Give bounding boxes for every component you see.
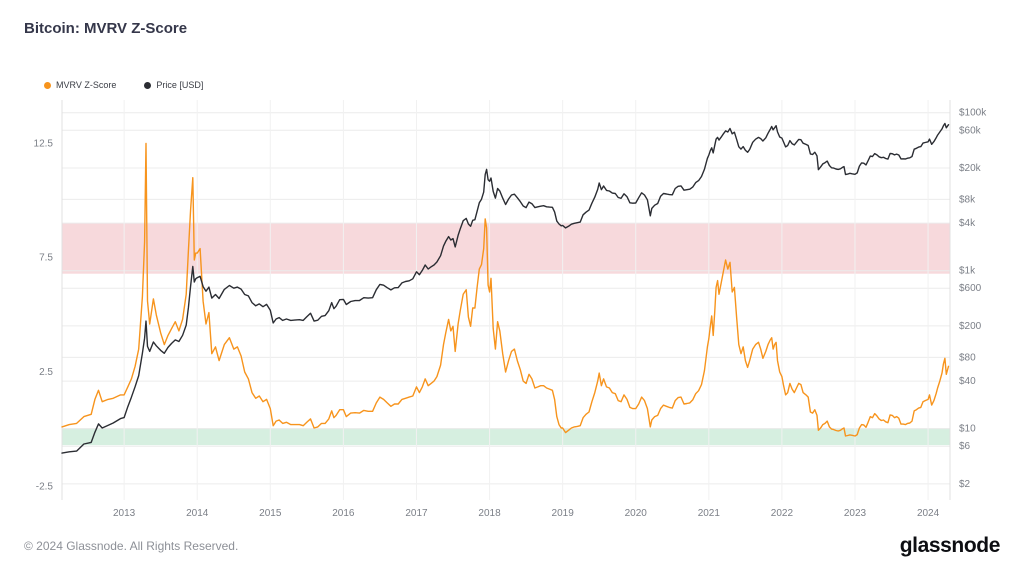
glassnode-logo[interactable]: glassnode xyxy=(899,534,1001,557)
undervaluation-band xyxy=(62,428,950,446)
left-axis-tick-label: 7.5 xyxy=(39,253,53,264)
legend-label-price: Price [USD] xyxy=(156,80,204,90)
right-axis-tick-label: $10 xyxy=(959,424,976,435)
right-axis-tick-label: $2 xyxy=(959,479,971,490)
x-axis-tick-label: 2016 xyxy=(332,508,355,519)
chart-legend: MVRV Z-Score Price [USD] xyxy=(44,80,203,90)
overvaluation-band xyxy=(62,223,950,274)
x-axis-tick-label: 2021 xyxy=(698,508,721,519)
legend-swatch-price-icon xyxy=(144,81,152,89)
left-axis-tick-label: 2.5 xyxy=(39,367,53,378)
right-axis-tick-label: $20k xyxy=(959,163,982,174)
footer: © 2024 Glassnode. All Rights Reserved. g… xyxy=(24,534,1000,558)
right-axis-tick-label: $80 xyxy=(959,352,976,363)
series-price-line xyxy=(61,122,950,454)
legend-label-mvrv: MVRV Z-Score xyxy=(56,80,117,90)
page-title: Bitcoin: MVRV Z-Score xyxy=(24,20,188,37)
legend-item-price-usd[interactable]: Price [USD] xyxy=(144,80,203,90)
left-axis-tick-label: -2.5 xyxy=(36,481,54,492)
x-axis-tick-label: 2014 xyxy=(186,508,209,519)
x-axis-tick-label: 2019 xyxy=(552,508,575,519)
right-axis-tick-label: $600 xyxy=(959,283,982,294)
series-mvrv-zscore-line xyxy=(61,142,950,437)
right-axis-tick-label: $1k xyxy=(959,266,976,277)
right-axis-tick-label: $100k xyxy=(959,108,987,119)
x-axis-tick-label: 2015 xyxy=(259,508,282,519)
right-axis-tick-label: $8k xyxy=(959,194,976,205)
legend-item-mvrv-zscore[interactable]: MVRV Z-Score xyxy=(44,80,116,90)
x-axis-tick-label: 2017 xyxy=(405,508,428,519)
right-axis-tick-label: $200 xyxy=(959,321,982,332)
right-axis-tick-label: $4k xyxy=(959,218,976,229)
copyright-text: © 2024 Glassnode. All Rights Reserved. xyxy=(24,539,239,553)
x-axis-tick-label: 2022 xyxy=(771,508,794,519)
x-axis-tick-label: 2024 xyxy=(917,508,940,519)
right-axis-tick-label: $60k xyxy=(959,125,982,136)
left-axis-tick-label: 12.5 xyxy=(34,138,54,149)
right-axis-tick-label: $40 xyxy=(959,376,976,387)
chart-plot-area[interactable] xyxy=(62,100,950,500)
x-axis-tick-label: 2018 xyxy=(478,508,501,519)
right-axis-tick-label: $6 xyxy=(959,441,971,452)
x-axis-tick-label: 2023 xyxy=(844,508,867,519)
legend-swatch-mvrv-icon xyxy=(44,81,51,89)
chart-panel: MVRV Z-Score Price [USD] $2 $6 $10 $40 $80 $2… xyxy=(0,70,1024,530)
mvrv-zscore-chart[interactable]: $2 $6 $10 $40 $80 $200 $600 $1k $4k $8k $20k $60k $1… xyxy=(0,95,1024,530)
x-axis-tick-label: 2013 xyxy=(113,508,136,519)
x-axis-tick-label: 2020 xyxy=(625,508,648,519)
